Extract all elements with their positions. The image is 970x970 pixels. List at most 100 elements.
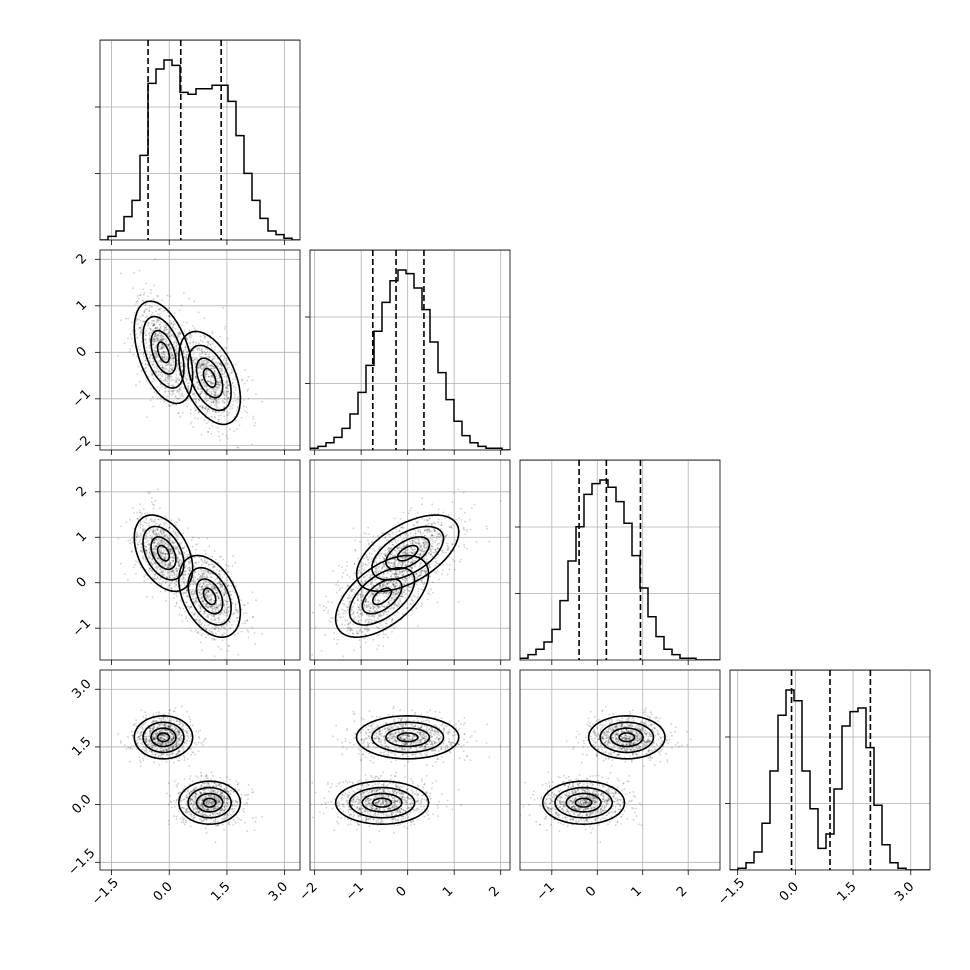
sample-point [166,543,169,546]
sample-point [212,401,215,404]
sample-point [188,607,191,610]
sample-point [230,593,232,596]
sample-point [148,567,151,570]
sample-point [416,541,419,544]
sample-point [139,333,142,336]
sample-point [325,607,328,609]
sample-point [404,549,407,552]
sample-point [145,521,148,524]
sample-point [361,591,364,594]
sample-point [372,535,375,538]
sample-point [217,383,220,386]
sample-point [348,594,350,596]
sample-point [148,338,151,341]
sample-point [152,339,154,341]
sample-point [218,619,221,622]
sample-point [372,614,374,617]
sample-point [155,538,158,541]
sample-point [367,601,370,603]
sample-point [222,401,224,403]
sample-point [396,584,399,587]
sample-point [162,338,164,341]
sample-point [144,558,147,561]
sample-point [176,350,178,353]
sample-point [162,574,164,577]
sample-point [453,560,456,563]
sample-point [387,582,389,585]
sample-point [382,630,384,633]
sample-point [162,339,164,341]
sample-point [424,549,426,552]
sample-point [169,346,172,349]
sample-point [166,571,169,573]
sample-point [205,413,207,416]
sample-point [229,428,231,431]
sample-point [199,577,202,579]
sample-point [219,603,222,605]
sample-point [192,359,194,362]
sample-point [192,393,194,396]
sample-point [379,557,381,560]
sample-point [136,536,139,538]
sample-point [455,518,457,521]
sample-point [232,554,235,557]
sample-point [191,593,194,596]
sample-point [209,381,212,383]
sample-point [208,391,211,393]
sample-point [226,612,229,614]
sample-point [161,571,164,574]
sample-point [204,593,207,596]
sample-point [181,561,184,563]
sample-point [208,604,211,607]
sample-point [226,352,229,355]
sample-point [432,581,434,584]
sample-point [199,405,202,408]
sample-point [377,607,380,610]
sample-point [411,567,413,570]
sample-point [160,549,163,552]
sample-point [153,339,156,342]
sample-point [164,553,167,556]
sample-point [203,603,206,606]
sample-point [198,585,201,588]
sample-point [348,627,351,630]
sample-point [212,387,215,390]
sample-point [362,562,364,565]
sample-point [174,349,177,352]
sample-point [186,378,189,381]
sample-point [209,372,212,374]
sample-point [387,592,390,595]
sample-point [354,616,357,618]
sample-point [182,532,185,535]
sample-point [138,515,141,518]
sample-point [151,342,154,345]
ytick-label-1-3: 1 [74,298,90,314]
sample-point [390,597,393,600]
sample-point [366,556,369,559]
sample-point [159,551,162,554]
sample-point [247,375,250,378]
sample-point [159,339,162,342]
sample-point [199,593,202,596]
sample-point [175,575,178,577]
sample-point [176,570,179,573]
sample-point [388,582,391,584]
sample-point [236,611,239,614]
sample-point [178,519,181,521]
sample-point [151,547,154,550]
sample-point [152,324,155,327]
sample-point [177,591,180,594]
sample-point [161,356,164,359]
sample-point [393,575,396,577]
sample-point [415,521,418,524]
sample-point [167,333,170,336]
sample-point [430,534,433,537]
sample-point [136,318,139,321]
sample-point [401,571,404,573]
sample-point [174,547,176,549]
sample-point [168,404,170,406]
sample-point [135,300,138,303]
sample-point [158,533,161,536]
sample-point [209,605,212,608]
